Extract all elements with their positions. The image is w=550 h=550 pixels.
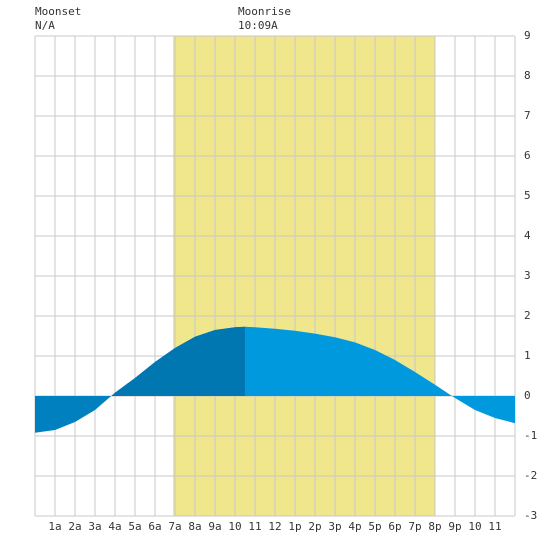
x-tick-label: 5a — [128, 520, 141, 533]
moonset-time: N/A — [35, 19, 55, 32]
x-tick-label: 3p — [328, 520, 341, 533]
y-tick-label: 9 — [524, 29, 531, 42]
x-tick-label: 4a — [108, 520, 121, 533]
y-tick-label: -1 — [524, 429, 537, 442]
x-tick-label: 9a — [208, 520, 221, 533]
y-tick-label: 7 — [524, 109, 531, 122]
y-tick-label: 2 — [524, 309, 531, 322]
x-tick-label: 1p — [288, 520, 301, 533]
x-tick-label: 5p — [368, 520, 381, 533]
x-tick-label: 12 — [268, 520, 281, 533]
x-tick-label: 11 — [488, 520, 501, 533]
y-tick-label: 3 — [524, 269, 531, 282]
x-tick-label: 7p — [408, 520, 421, 533]
y-tick-label: -2 — [524, 469, 537, 482]
moonset-label: Moonset — [35, 5, 81, 18]
x-tick-label: 2p — [308, 520, 321, 533]
x-tick-label: 6a — [148, 520, 161, 533]
x-tick-label: 6p — [388, 520, 401, 533]
x-tick-label: 11 — [248, 520, 261, 533]
x-tick-label: 4p — [348, 520, 361, 533]
moonrise-time: 10:09A — [238, 19, 278, 32]
y-tick-label: 6 — [524, 149, 531, 162]
y-tick-label: 1 — [524, 349, 531, 362]
x-tick-label: 8p — [428, 520, 441, 533]
y-tick-label: -3 — [524, 509, 537, 522]
moonrise-label: Moonrise — [238, 5, 291, 18]
tide-area-dark — [35, 326, 245, 396]
x-tick-label: 9p — [448, 520, 461, 533]
tide-area — [245, 326, 515, 424]
x-tick-label: 1a — [48, 520, 61, 533]
x-tick-label: 8a — [188, 520, 201, 533]
x-tick-label: 2a — [68, 520, 81, 533]
x-tick-label: 7a — [168, 520, 181, 533]
y-tick-label: 8 — [524, 69, 531, 82]
x-tick-label: 10 — [228, 520, 241, 533]
y-tick-label: 4 — [524, 229, 531, 242]
y-tick-label: 5 — [524, 189, 531, 202]
x-tick-label: 10 — [468, 520, 481, 533]
x-tick-label: 3a — [88, 520, 101, 533]
y-tick-label: 0 — [524, 389, 531, 402]
